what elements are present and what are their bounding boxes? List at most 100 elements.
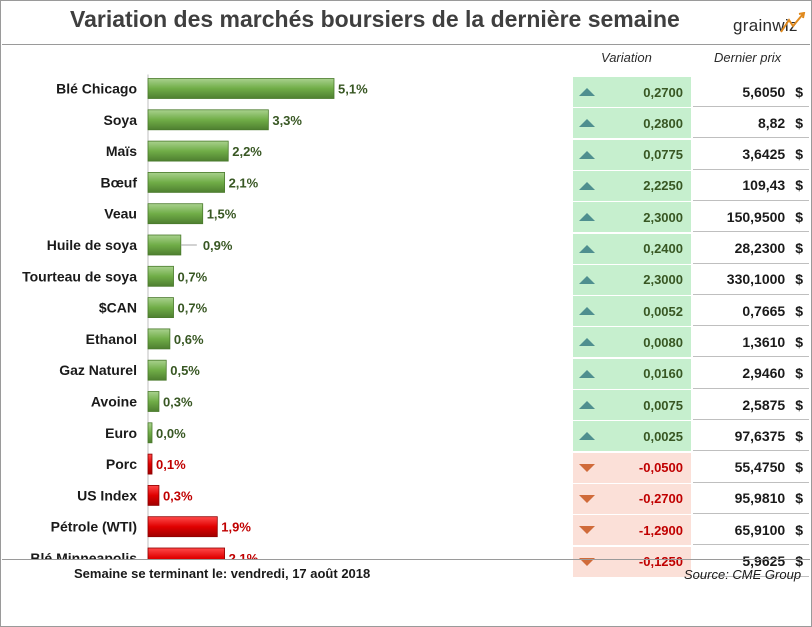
category-label: Veau <box>104 206 137 222</box>
last-price-value: 109,43 <box>742 177 786 194</box>
last-price-value: 55,4750 <box>734 459 786 476</box>
variation-value: 0,0025 <box>643 428 683 444</box>
last-price-value: 3,6425 <box>742 146 786 163</box>
last-price-value: 8,82 <box>757 114 786 131</box>
variation-value: 2,3000 <box>643 209 683 225</box>
last-price-value: 2,9460 <box>742 365 786 382</box>
variation-value: 0,0075 <box>643 397 683 413</box>
last-price-cell: 28,2300 $ <box>693 234 809 264</box>
currency-symbol: $ <box>795 208 803 225</box>
currency-symbol: $ <box>795 427 803 444</box>
bar-value-label: 1,9% <box>221 520 251 535</box>
bar-value-label: 0,7% <box>178 301 208 316</box>
variation-value: 0,0080 <box>643 334 683 350</box>
footer-divider <box>2 559 810 560</box>
last-price-cell: 109,43 $ <box>693 171 809 201</box>
currency-symbol: $ <box>795 146 803 163</box>
last-price-value: 5,6050 <box>742 83 786 100</box>
category-label: Soya <box>104 112 138 128</box>
variation-value: 2,3000 <box>643 272 683 288</box>
variation-cell: 0,0160 <box>573 358 691 389</box>
last-price-cell: 2,5875 $ <box>693 390 809 420</box>
up-triangle-icon <box>579 275 595 284</box>
bar-value-label: 0,7% <box>178 269 208 284</box>
up-triangle-icon <box>579 432 595 441</box>
loss-bar <box>147 516 218 538</box>
category-label: Gaz Naturel <box>59 362 137 378</box>
loss-bar <box>147 453 153 475</box>
up-triangle-icon <box>579 150 595 159</box>
loss-bar <box>147 547 225 560</box>
currency-symbol: $ <box>795 333 803 350</box>
category-label: Tourteau de soya <box>22 268 137 284</box>
grainwiz-logo: grainwiz <box>733 12 807 38</box>
variation-value: 2,2250 <box>643 178 683 194</box>
currency-symbol: $ <box>795 490 803 507</box>
last-price-cell: 8,82 $ <box>693 108 809 139</box>
last-price-cell: 97,6375 $ <box>693 421 809 452</box>
last-price-value: 0,7665 <box>742 302 786 319</box>
bar-value-label: 0,5% <box>170 363 200 378</box>
gain-bar <box>147 109 269 131</box>
variation-cell: 0,2800 <box>573 108 691 139</box>
variation-cell: 2,2250 <box>573 170 691 201</box>
variation-cell: 0,0025 <box>573 421 691 452</box>
currency-symbol: $ <box>795 396 803 413</box>
down-triangle-icon <box>579 494 595 503</box>
bar-value-label: 0,0% <box>156 426 186 441</box>
bar-value-label: 2,1% <box>229 551 259 560</box>
last-price-value: 97,6375 <box>734 427 786 444</box>
variation-cell: -0,0500 <box>573 452 691 483</box>
category-label: Avoine <box>91 394 137 410</box>
gain-bar <box>147 234 182 256</box>
gain-bar <box>147 140 229 162</box>
up-triangle-icon <box>579 307 595 316</box>
down-triangle-icon <box>579 557 595 566</box>
category-label: Euro <box>105 425 137 441</box>
last-price-value: 150,9500 <box>726 208 786 225</box>
bar-chart: Blé Chicago Soya Maïs Bœuf Veau Huile de soya… <box>22 74 368 560</box>
variation-header: Variation <box>601 50 652 65</box>
gain-bar <box>147 172 225 193</box>
last-price-cell: 65,9100 $ <box>693 515 809 546</box>
last-price-value: 65,9100 <box>734 521 786 538</box>
bar-value-label: 2,1% <box>229 175 259 190</box>
gain-bar <box>147 328 171 350</box>
last-price-cell: 2,9460 $ <box>693 359 809 389</box>
chart-title: Variation des marchés boursiers de la de… <box>70 6 680 32</box>
gain-bar <box>147 203 204 225</box>
bar-value-label: 0,1% <box>156 457 186 472</box>
bar-value-label: 3,3% <box>272 113 302 128</box>
gain-bar <box>147 422 153 444</box>
variation-cell: -1,2900 <box>573 515 691 546</box>
logo-arrow-icon <box>780 12 806 33</box>
last-price-cell: 0,7665 $ <box>693 296 809 327</box>
up-triangle-icon <box>579 401 595 409</box>
bar-value-label: 0,3% <box>163 395 193 410</box>
title-divider <box>2 44 810 45</box>
category-label: Blé Chicago <box>56 81 137 97</box>
up-triangle-icon <box>579 244 595 253</box>
up-triangle-icon <box>579 181 595 190</box>
currency-symbol: $ <box>795 302 803 319</box>
bar-value-label: 1,5% <box>207 207 237 222</box>
last-price-cell: 1,3610 $ <box>693 327 809 358</box>
currency-symbol: $ <box>795 521 803 538</box>
variation-cell: 0,0052 <box>573 296 691 327</box>
variation-value: 0,2700 <box>643 84 683 100</box>
last-price-cell: 3,6425 $ <box>693 140 809 170</box>
variation-value: 0,0052 <box>643 303 683 319</box>
currency-symbol: $ <box>795 114 803 131</box>
category-label: US Index <box>77 487 137 503</box>
last-price-value: 2,5875 <box>742 396 786 413</box>
variation-value: 0,0160 <box>643 366 683 382</box>
last-price-cell: 95,9810 $ <box>693 484 809 514</box>
bar-value-label: 0,9% <box>203 238 233 253</box>
variation-cell: 0,0080 <box>573 327 691 358</box>
currency-symbol: $ <box>795 83 803 100</box>
currency-symbol: $ <box>795 553 803 569</box>
gain-bar <box>147 359 167 381</box>
currency-symbol: $ <box>795 365 803 382</box>
last-price-cell: 150,9500 $ <box>693 202 809 233</box>
up-triangle-icon <box>579 119 595 128</box>
